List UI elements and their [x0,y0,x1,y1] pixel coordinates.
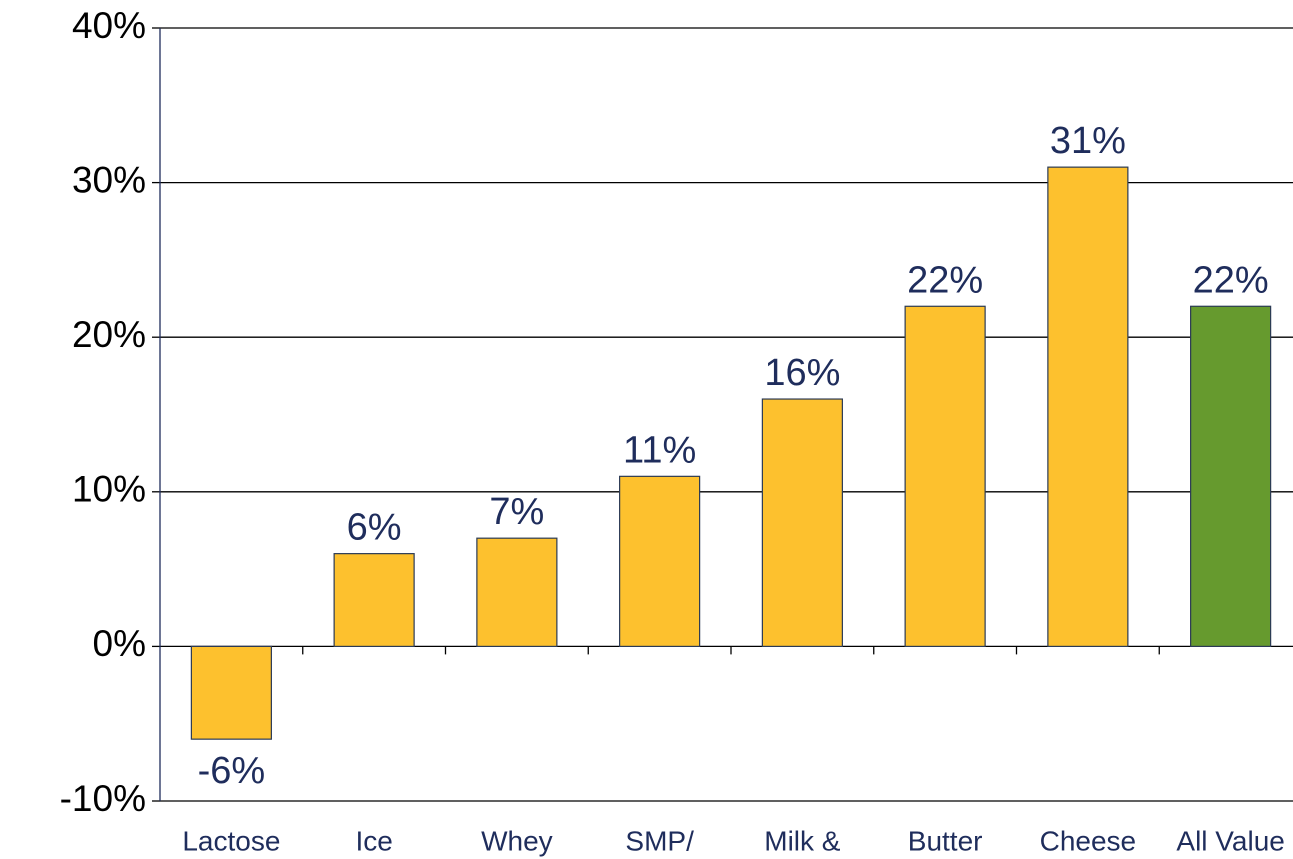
bar [761,398,843,648]
data-label: 22% [1193,259,1269,301]
x-tick-label: Whey [481,825,553,856]
bar [904,305,986,647]
bar [190,645,272,740]
y-tick-label: -10% [60,778,146,819]
y-tick-label: 30% [72,159,146,200]
x-tick-label: Cheese [1040,825,1137,856]
bar [1047,166,1129,648]
x-tick-label: Lactose [182,825,280,856]
bar [333,553,415,648]
y-tick-label: 0% [93,623,146,664]
y-tick-label: 10% [72,469,146,510]
y-tick-label: 20% [72,314,146,355]
bar [476,537,558,647]
x-tick-label: Ice [355,825,392,856]
data-label: 16% [764,352,840,394]
data-label: 31% [1050,120,1126,162]
data-label: -6% [198,750,266,792]
data-label: 6% [347,507,402,549]
x-tick-label: Butter [908,825,983,856]
data-label: 7% [489,491,544,533]
data-label: 11% [623,429,696,471]
bar [619,475,701,647]
bar [1190,305,1272,647]
y-tick-label: 40% [72,5,146,46]
data-label: 22% [907,259,983,301]
x-tick-label: All Value [1176,825,1284,856]
x-tick-label: Milk & [764,825,841,856]
x-tick-label: SMP/ [625,825,694,856]
